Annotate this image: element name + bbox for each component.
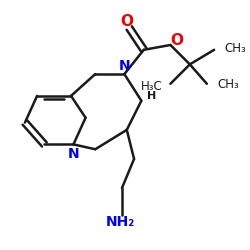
Text: O: O — [171, 33, 184, 48]
Text: H₃C: H₃C — [141, 80, 163, 93]
Text: N: N — [118, 59, 130, 73]
Text: CH₃: CH₃ — [224, 42, 246, 55]
Text: H: H — [147, 92, 156, 102]
Text: NH₂: NH₂ — [106, 216, 135, 230]
Text: O: O — [120, 14, 133, 29]
Text: CH₃: CH₃ — [217, 78, 239, 92]
Text: N: N — [68, 146, 80, 160]
